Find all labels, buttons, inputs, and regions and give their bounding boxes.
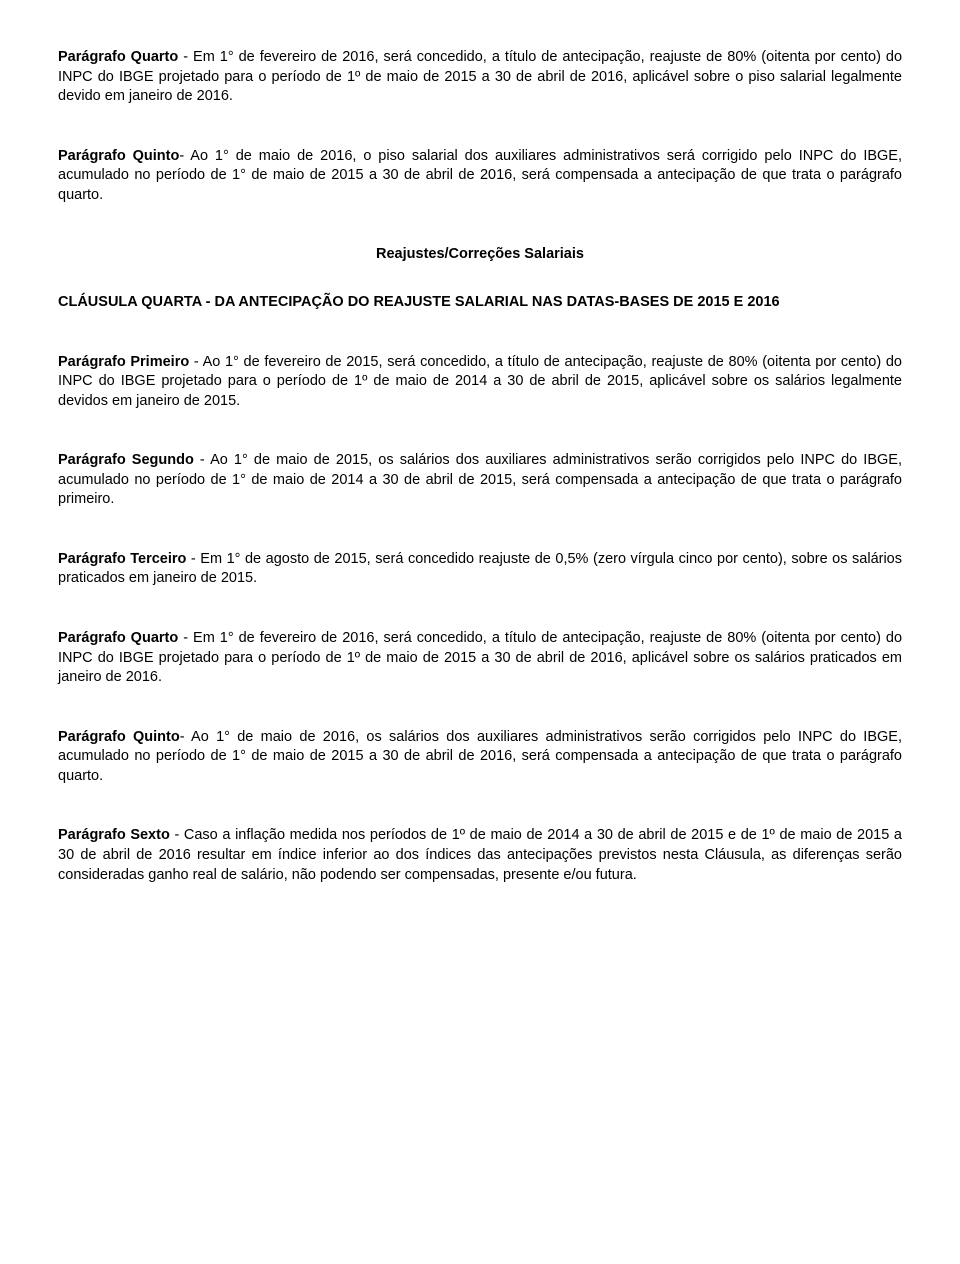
paragraph-quinto-1: Parágrafo Quinto- Ao 1° de maio de 2016,… xyxy=(58,147,902,206)
lead-terceiro: Parágrafo Terceiro xyxy=(58,551,186,567)
lead-quinto-2: Parágrafo Quinto xyxy=(58,729,180,745)
lead-segundo: Parágrafo Segundo xyxy=(58,452,194,468)
paragraph-primeiro: Parágrafo Primeiro - Ao 1° de fevereiro … xyxy=(58,353,902,412)
paragraph-quarto-1: Parágrafo Quarto - Em 1° de fevereiro de… xyxy=(58,48,902,107)
text-quarto-2: - Em 1° de fevereiro de 2016, será conce… xyxy=(58,630,902,685)
lead-quarto-2: Parágrafo Quarto xyxy=(58,630,178,646)
lead-quarto-1: Parágrafo Quarto xyxy=(58,49,178,65)
text-quinto-2: - Ao 1° de maio de 2016, os salários dos… xyxy=(58,729,902,784)
paragraph-terceiro: Parágrafo Terceiro - Em 1° de agosto de … xyxy=(58,550,902,589)
paragraph-segundo: Parágrafo Segundo - Ao 1° de maio de 201… xyxy=(58,451,902,510)
text-quinto-1: - Ao 1° de maio de 2016, o piso salarial… xyxy=(58,148,902,203)
paragraph-quinto-2: Parágrafo Quinto- Ao 1° de maio de 2016,… xyxy=(58,728,902,787)
text-sexto: - Caso a inflação medida nos períodos de… xyxy=(58,827,902,882)
paragraph-quarto-2: Parágrafo Quarto - Em 1° de fevereiro de… xyxy=(58,629,902,688)
lead-quinto-1: Parágrafo Quinto xyxy=(58,148,179,164)
paragraph-sexto: Parágrafo Sexto - Caso a inflação medida… xyxy=(58,826,902,885)
lead-primeiro: Parágrafo Primeiro xyxy=(58,354,189,370)
lead-sexto: Parágrafo Sexto xyxy=(58,827,170,843)
text-quarto-1: - Em 1° de fevereiro de 2016, será conce… xyxy=(58,49,902,104)
section-heading-reajustes: Reajustes/Correções Salariais xyxy=(58,245,902,265)
clause-title-quarta: CLÁUSULA QUARTA - DA ANTECIPAÇÃO DO REAJ… xyxy=(58,293,902,313)
